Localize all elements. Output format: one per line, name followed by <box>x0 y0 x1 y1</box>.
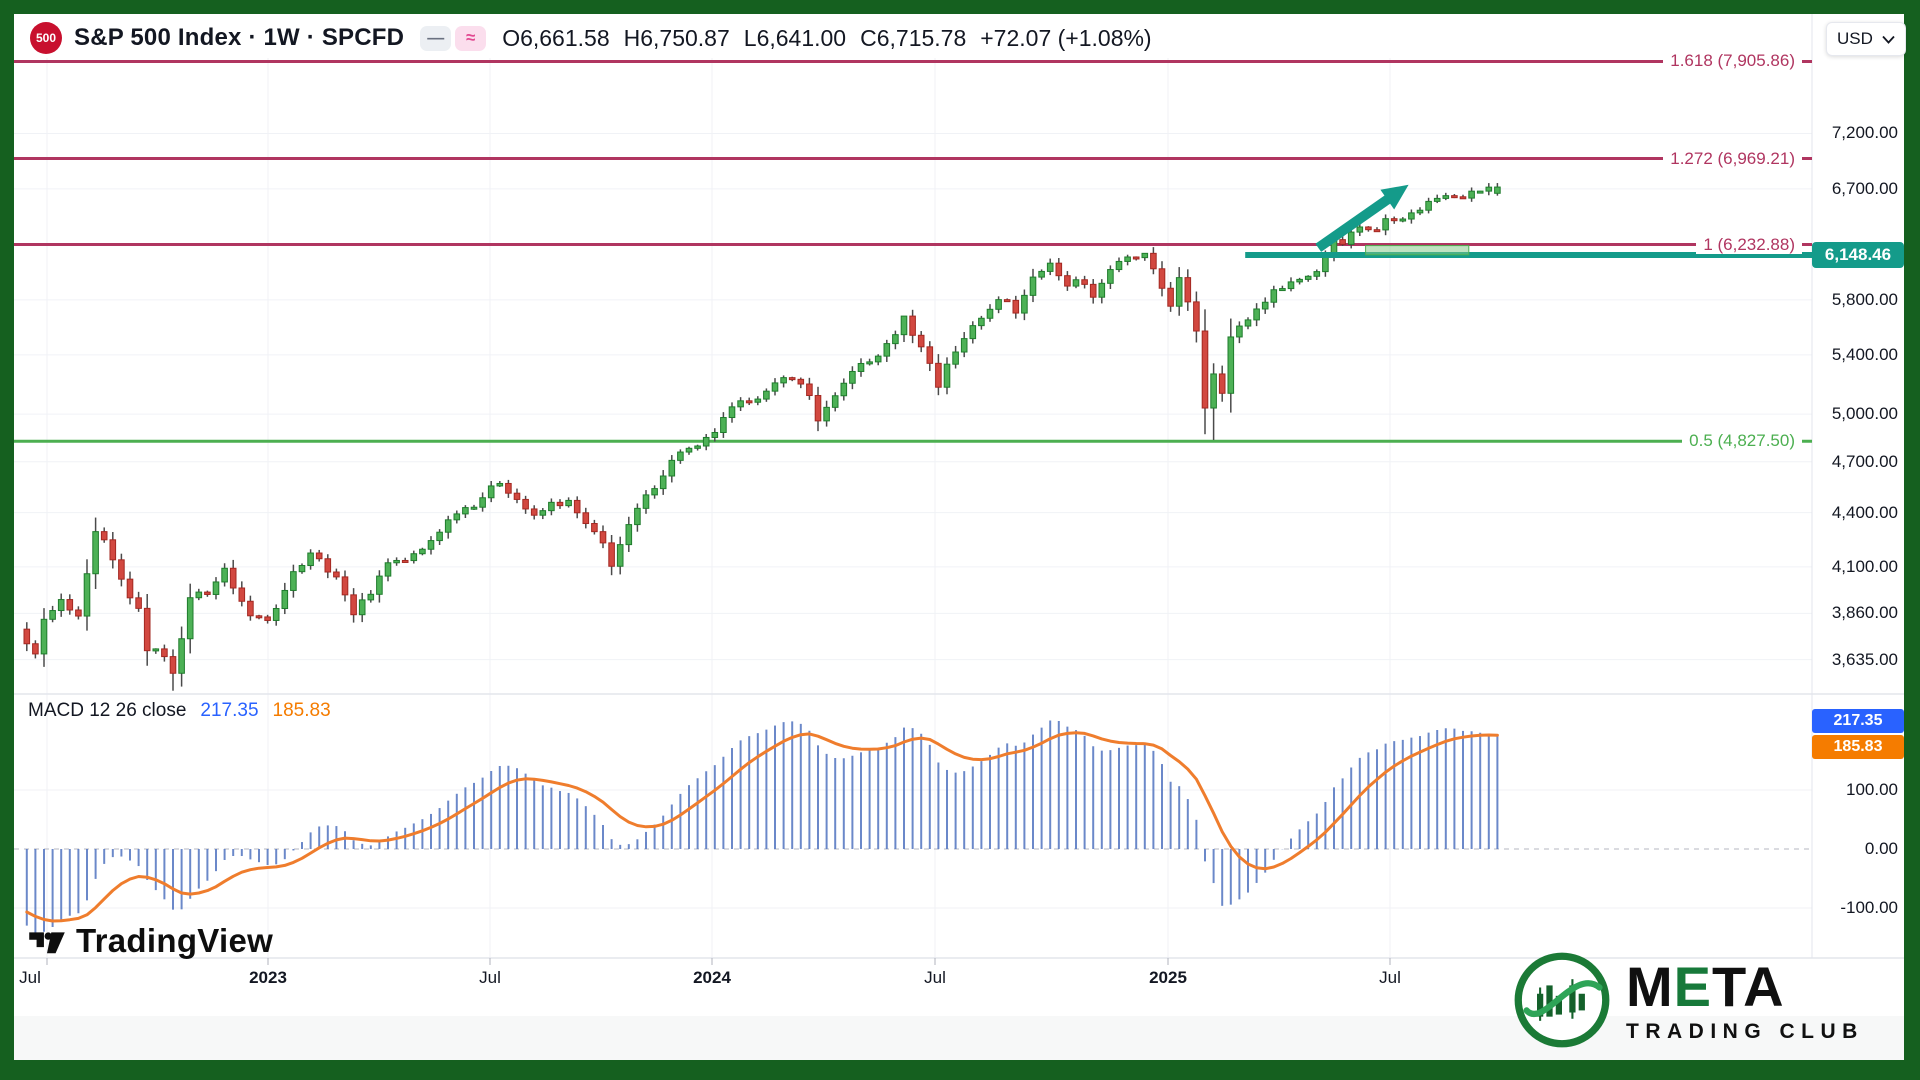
price-tick-label: 5,000.00 <box>1831 404 1898 424</box>
hide-indicator-icon[interactable]: — <box>420 25 452 51</box>
tradingview-watermark[interactable]: TradingView <box>28 922 273 960</box>
chart-background <box>14 14 1904 1060</box>
meta-word-ta: TA <box>1712 954 1785 1018</box>
price-tick-label: 3,860.00 <box>1831 603 1898 623</box>
price-tick-label: 4,100.00 <box>1831 556 1898 576</box>
open-label: O <box>502 24 521 51</box>
meta-word-e: E <box>1673 954 1713 1018</box>
tradingview-label: TradingView <box>76 922 274 959</box>
low-value: 6,641.00 <box>756 24 847 51</box>
meta-word-m: M <box>1626 954 1674 1018</box>
price-tick-label: 6,700.00 <box>1831 178 1898 198</box>
open-value: 6,661.58 <box>520 24 610 51</box>
macd-tick-label: -100.00 <box>1840 898 1898 917</box>
time-axis-label: Jul <box>19 968 41 987</box>
time-axis-label: Jul <box>479 968 501 987</box>
fib-level-label: 1.272 (6,969.21) <box>1663 149 1802 168</box>
price-tick-label: 5,400.00 <box>1831 344 1898 364</box>
ohlc-readout: O6,661.58 H6,750.87 L6,641.00 C6,715.78 … <box>502 25 1151 52</box>
symbol-title[interactable]: S&P 500 Index · 1W · SPCFD <box>74 24 405 51</box>
macd-signal-value: 185.83 <box>272 700 331 721</box>
currency-value: USD <box>1837 29 1873 48</box>
close-value: 6,715.78 <box>876 24 967 51</box>
macd-title: MACD 12 26 close <box>28 700 187 721</box>
high-value: 6,750.87 <box>640 24 730 51</box>
price-tick-label: 4,700.00 <box>1831 451 1898 471</box>
low-label: L <box>743 24 757 51</box>
chevron-down-icon <box>1882 35 1895 44</box>
symbol-header: 500 S&P 500 Index · 1W · SPCFD — ≈ O6,66… <box>30 20 1152 56</box>
change-value: +72.07 (+1.08%) <box>980 24 1152 51</box>
tradingview-icon <box>29 932 65 954</box>
currency-select[interactable]: USD <box>1826 22 1906 56</box>
time-axis-label: 2024 <box>693 968 731 987</box>
macd-tick-label: 0.00 <box>1864 839 1898 858</box>
meta-trading-club-logo: META TRADING CLUB <box>1512 950 1864 1050</box>
macd-axis-box: 217.35 <box>1812 709 1904 733</box>
meta-club-icon <box>1514 952 1610 1048</box>
macd-legend[interactable]: MACD 12 26 close 217.35 185.83 <box>28 700 331 722</box>
time-axis-label: 2025 <box>1149 968 1187 987</box>
fib-level-label: 0.5 (4,827.50) <box>1682 432 1802 451</box>
time-axis-label: Jul <box>1379 968 1401 987</box>
price-tick-label: 4,400.00 <box>1831 502 1898 522</box>
price-tick-label: 3,635.00 <box>1831 649 1898 669</box>
macd-value: 217.35 <box>200 700 259 721</box>
approx-indicator-icon[interactable]: ≈ <box>455 25 487 51</box>
fib-level-label: 1.618 (7,905.86) <box>1663 52 1802 71</box>
meta-club-label: TRADING CLUB <box>1626 1019 1864 1043</box>
macd-tick-label: 100.00 <box>1846 780 1898 799</box>
sp500-logo: 500 <box>30 22 62 54</box>
time-axis-label: Jul <box>924 968 946 987</box>
fib-level-label: 1 (6,232.88) <box>1696 235 1802 254</box>
high-label: H <box>623 24 641 51</box>
price-tick-label: 7,200.00 <box>1831 123 1898 143</box>
support-price-box: 6,148.46 <box>1812 242 1904 268</box>
close-label: C <box>860 24 877 51</box>
price-tick-label: 5,800.00 <box>1831 289 1898 309</box>
time-axis-label: 2023 <box>249 968 287 987</box>
signal-axis-box: 185.83 <box>1812 735 1904 759</box>
